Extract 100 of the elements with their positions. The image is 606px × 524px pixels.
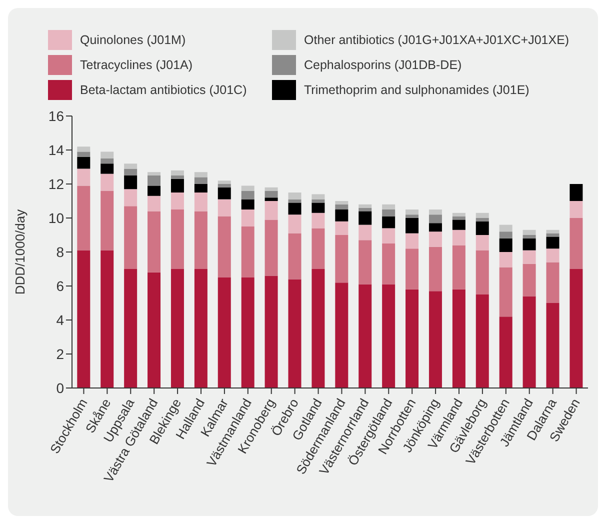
bar: [264, 198, 278, 201]
bar: [335, 201, 348, 204]
bar: [476, 294, 489, 388]
bar: [124, 176, 138, 190]
bar: [312, 202, 325, 213]
bar: [100, 250, 114, 388]
legend-label: Trimethoprim and sulphonamides (J01E): [304, 83, 530, 97]
bar: [100, 158, 114, 164]
bar: [170, 178, 184, 192]
bar: [77, 146, 90, 152]
bar: [570, 201, 583, 218]
bar: [382, 284, 396, 388]
bar: [335, 210, 348, 222]
bar: [264, 220, 278, 276]
bar: [264, 190, 278, 198]
bar: [77, 156, 90, 169]
legend-label: Tetracyclines (J01A): [80, 58, 193, 72]
bar: [77, 152, 90, 157]
bar: [476, 212, 489, 218]
bar: [452, 245, 466, 290]
y-tick-label: 12: [48, 176, 64, 192]
bar: [77, 168, 90, 186]
bar: [194, 184, 208, 192]
bar: [264, 276, 278, 388]
y-tick-label: 2: [56, 346, 64, 362]
bar: [428, 223, 442, 232]
bar: [358, 204, 372, 208]
bar: [148, 186, 161, 196]
bar: [170, 192, 184, 210]
bar: [218, 187, 231, 200]
bar: [148, 211, 161, 272]
bar: [170, 176, 184, 179]
bar: [288, 192, 302, 200]
bar: [522, 235, 536, 238]
bar: [358, 240, 372, 284]
bar: [522, 238, 536, 250]
bar: [218, 199, 231, 216]
bar: [77, 250, 90, 388]
bar: [241, 190, 254, 200]
bar: [100, 174, 114, 191]
bar: [170, 170, 184, 176]
y-axis-title: DDD/1000/day: [12, 208, 28, 295]
bar: [382, 204, 396, 210]
bar: [100, 164, 114, 174]
bar: [452, 212, 466, 216]
bar: [382, 228, 396, 244]
bar: [264, 187, 278, 191]
bar: [288, 214, 302, 234]
bar: [499, 267, 512, 317]
bar: [570, 218, 583, 269]
bar: [148, 272, 161, 388]
bar: [218, 184, 231, 188]
legend-label: Quinolones (J01M): [80, 33, 186, 47]
bar: [170, 269, 184, 388]
bar: [499, 232, 512, 238]
bar: [452, 230, 466, 246]
y-tick-label: 14: [48, 142, 64, 158]
bar: [428, 214, 442, 224]
bar: [194, 192, 208, 212]
bar: [148, 196, 161, 212]
bar: [124, 164, 138, 169]
y-tick-label: 16: [48, 108, 64, 124]
bar: [570, 184, 583, 201]
bar: [218, 216, 231, 278]
bar: [312, 228, 325, 269]
bar: [264, 201, 278, 220]
bar: [499, 224, 512, 232]
bar: [499, 316, 512, 388]
bar: [288, 279, 302, 388]
bar: [406, 289, 419, 388]
bar: [312, 212, 325, 228]
bar: [476, 235, 489, 250]
legend-label: Cephalosporins (J01DB-DE): [304, 58, 462, 72]
bar: [406, 218, 419, 234]
y-tick-label: 10: [48, 210, 64, 226]
bar: [499, 238, 512, 252]
bar: [476, 221, 489, 235]
bar: [335, 235, 348, 283]
y-tick-label: 8: [56, 244, 64, 260]
bar: [241, 210, 254, 226]
bar: [546, 236, 560, 249]
bar: [170, 210, 184, 269]
bar: [241, 186, 254, 191]
bar: [124, 168, 138, 176]
legend-label: Beta-lactam antibiotics (J01C): [80, 83, 247, 97]
bar: [546, 303, 560, 388]
bar: [546, 230, 560, 234]
bar: [428, 246, 442, 292]
bar: [546, 262, 560, 303]
bar: [499, 252, 512, 268]
bar: [288, 202, 302, 215]
bar: [194, 172, 208, 178]
bar: [77, 186, 90, 250]
bar: [100, 190, 114, 250]
bar: [241, 226, 254, 278]
bar: [335, 282, 348, 388]
bar: [218, 180, 231, 184]
bar: [241, 199, 254, 210]
bar: [406, 233, 419, 249]
bar: [382, 244, 396, 284]
